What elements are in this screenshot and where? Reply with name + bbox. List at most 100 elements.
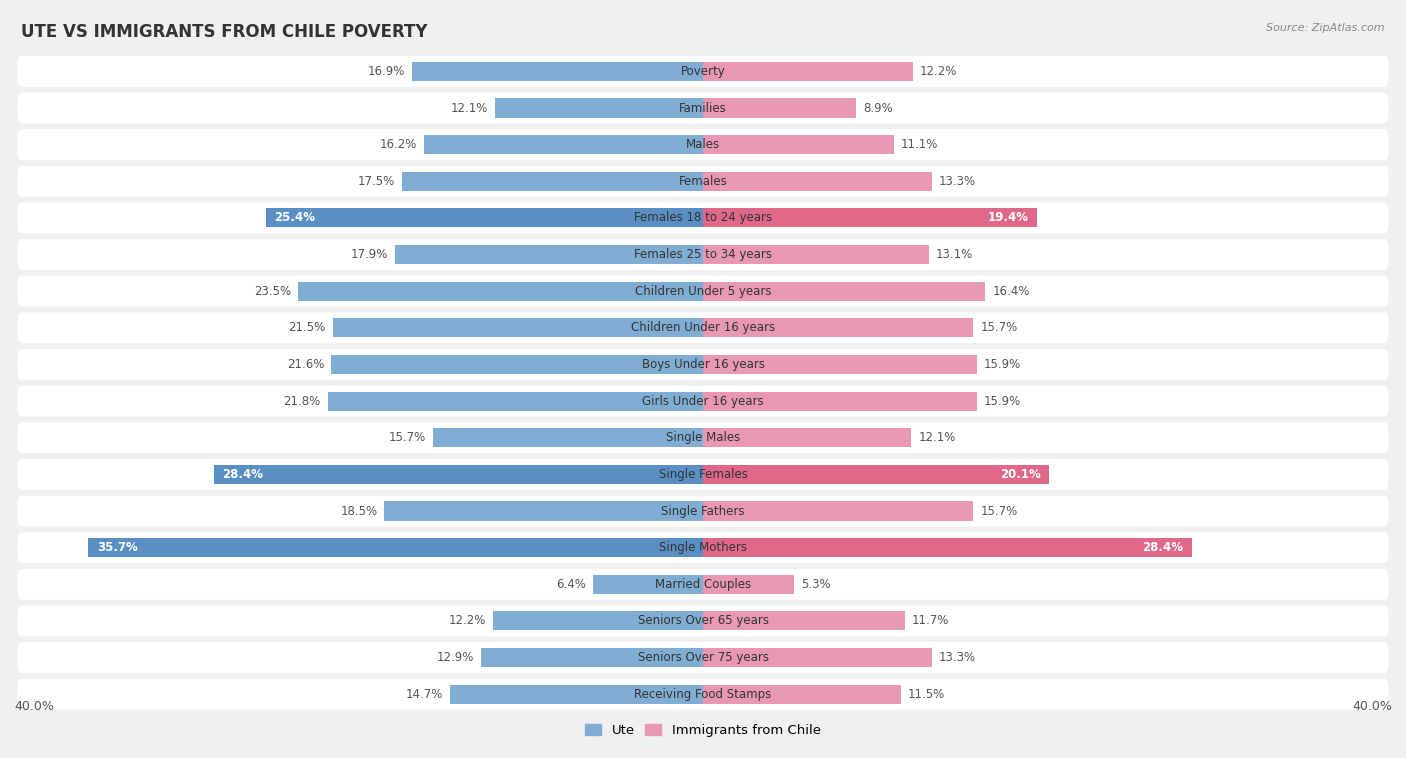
FancyBboxPatch shape bbox=[17, 496, 1389, 526]
Bar bbox=[703, 575, 794, 594]
Bar bbox=[412, 62, 703, 81]
Text: 8.9%: 8.9% bbox=[863, 102, 893, 114]
Bar bbox=[703, 245, 928, 264]
Text: 6.4%: 6.4% bbox=[555, 578, 586, 590]
Text: 25.4%: 25.4% bbox=[274, 211, 315, 224]
FancyBboxPatch shape bbox=[17, 386, 1389, 416]
Text: 15.7%: 15.7% bbox=[980, 505, 1018, 518]
Text: 12.1%: 12.1% bbox=[918, 431, 956, 444]
Text: 28.4%: 28.4% bbox=[222, 468, 263, 481]
Text: 11.1%: 11.1% bbox=[901, 138, 938, 151]
Text: 21.6%: 21.6% bbox=[287, 358, 323, 371]
Bar bbox=[328, 392, 703, 411]
Text: 17.9%: 17.9% bbox=[350, 248, 388, 261]
Text: 20.1%: 20.1% bbox=[1000, 468, 1040, 481]
Text: 14.7%: 14.7% bbox=[405, 688, 443, 700]
Text: 5.3%: 5.3% bbox=[801, 578, 831, 590]
Bar bbox=[266, 208, 703, 227]
Bar bbox=[703, 318, 973, 337]
Text: 16.4%: 16.4% bbox=[993, 285, 1029, 298]
Bar bbox=[703, 62, 912, 81]
Text: Children Under 5 years: Children Under 5 years bbox=[634, 285, 772, 298]
Bar bbox=[703, 208, 1038, 227]
Bar bbox=[703, 135, 894, 154]
Text: 17.5%: 17.5% bbox=[357, 175, 395, 188]
Text: UTE VS IMMIGRANTS FROM CHILE POVERTY: UTE VS IMMIGRANTS FROM CHILE POVERTY bbox=[21, 23, 427, 41]
Text: Seniors Over 65 years: Seniors Over 65 years bbox=[637, 615, 769, 628]
Text: 12.2%: 12.2% bbox=[920, 65, 957, 78]
Text: Single Males: Single Males bbox=[666, 431, 740, 444]
Text: 19.4%: 19.4% bbox=[987, 211, 1029, 224]
Bar bbox=[703, 392, 977, 411]
Text: Females: Females bbox=[679, 175, 727, 188]
Text: 13.3%: 13.3% bbox=[939, 175, 976, 188]
Bar bbox=[384, 502, 703, 521]
Text: Single Fathers: Single Fathers bbox=[661, 505, 745, 518]
Text: Boys Under 16 years: Boys Under 16 years bbox=[641, 358, 765, 371]
Text: Receiving Food Stamps: Receiving Food Stamps bbox=[634, 688, 772, 700]
Text: 11.7%: 11.7% bbox=[911, 615, 949, 628]
Text: 11.5%: 11.5% bbox=[908, 688, 945, 700]
Bar bbox=[214, 465, 703, 484]
Text: 12.1%: 12.1% bbox=[450, 102, 488, 114]
Text: Poverty: Poverty bbox=[681, 65, 725, 78]
Text: 13.1%: 13.1% bbox=[935, 248, 973, 261]
Text: Females 25 to 34 years: Females 25 to 34 years bbox=[634, 248, 772, 261]
Bar bbox=[703, 99, 856, 117]
Text: 15.7%: 15.7% bbox=[388, 431, 426, 444]
FancyBboxPatch shape bbox=[17, 459, 1389, 490]
Text: 23.5%: 23.5% bbox=[254, 285, 291, 298]
FancyBboxPatch shape bbox=[17, 569, 1389, 600]
Text: 16.9%: 16.9% bbox=[367, 65, 405, 78]
Bar bbox=[330, 355, 703, 374]
Text: 15.9%: 15.9% bbox=[984, 395, 1021, 408]
Bar bbox=[703, 538, 1192, 557]
Bar bbox=[703, 355, 977, 374]
Text: Married Couples: Married Couples bbox=[655, 578, 751, 590]
Text: 40.0%: 40.0% bbox=[14, 700, 53, 713]
Text: Single Mothers: Single Mothers bbox=[659, 541, 747, 554]
Text: Females 18 to 24 years: Females 18 to 24 years bbox=[634, 211, 772, 224]
FancyBboxPatch shape bbox=[17, 240, 1389, 270]
FancyBboxPatch shape bbox=[17, 422, 1389, 453]
Text: Children Under 16 years: Children Under 16 years bbox=[631, 321, 775, 334]
FancyBboxPatch shape bbox=[17, 679, 1389, 709]
FancyBboxPatch shape bbox=[17, 642, 1389, 673]
FancyBboxPatch shape bbox=[17, 56, 1389, 86]
Text: 18.5%: 18.5% bbox=[340, 505, 377, 518]
Text: 15.9%: 15.9% bbox=[984, 358, 1021, 371]
FancyBboxPatch shape bbox=[17, 276, 1389, 306]
FancyBboxPatch shape bbox=[17, 92, 1389, 124]
Bar bbox=[703, 282, 986, 301]
Text: 35.7%: 35.7% bbox=[97, 541, 138, 554]
Bar bbox=[703, 684, 901, 703]
Bar bbox=[495, 99, 703, 117]
FancyBboxPatch shape bbox=[17, 130, 1389, 160]
Text: 21.8%: 21.8% bbox=[284, 395, 321, 408]
Text: 40.0%: 40.0% bbox=[1353, 700, 1392, 713]
Text: Source: ZipAtlas.com: Source: ZipAtlas.com bbox=[1267, 23, 1385, 33]
Text: 12.9%: 12.9% bbox=[436, 651, 474, 664]
Text: Girls Under 16 years: Girls Under 16 years bbox=[643, 395, 763, 408]
Bar bbox=[433, 428, 703, 447]
Bar bbox=[89, 538, 703, 557]
Bar bbox=[703, 172, 932, 191]
Text: 13.3%: 13.3% bbox=[939, 651, 976, 664]
Bar bbox=[395, 245, 703, 264]
Text: Males: Males bbox=[686, 138, 720, 151]
Bar bbox=[703, 612, 904, 631]
FancyBboxPatch shape bbox=[17, 202, 1389, 233]
Bar bbox=[481, 648, 703, 667]
Text: 12.2%: 12.2% bbox=[449, 615, 486, 628]
Bar bbox=[703, 428, 911, 447]
Text: Seniors Over 75 years: Seniors Over 75 years bbox=[637, 651, 769, 664]
Bar bbox=[703, 648, 932, 667]
Text: 28.4%: 28.4% bbox=[1143, 541, 1184, 554]
Text: 21.5%: 21.5% bbox=[288, 321, 326, 334]
Bar bbox=[425, 135, 703, 154]
FancyBboxPatch shape bbox=[17, 312, 1389, 343]
Bar bbox=[593, 575, 703, 594]
Bar bbox=[450, 684, 703, 703]
Bar bbox=[333, 318, 703, 337]
Bar bbox=[298, 282, 703, 301]
